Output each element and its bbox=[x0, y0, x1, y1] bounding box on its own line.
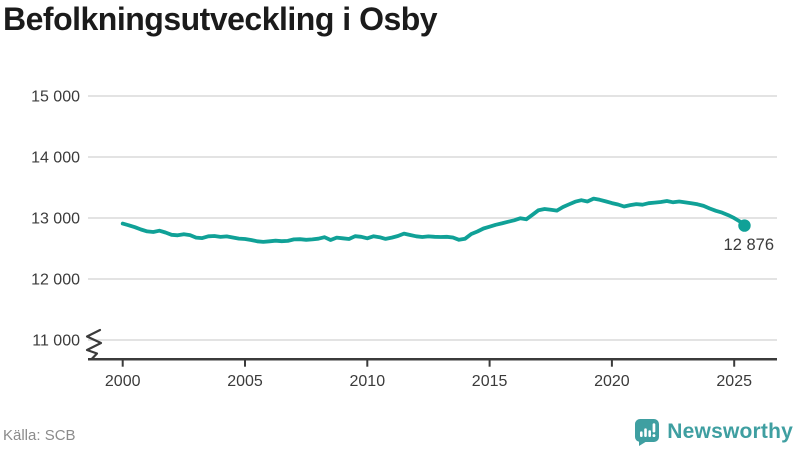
speech-bubble-shape bbox=[635, 419, 660, 446]
mini-bar-chart-glyph bbox=[640, 428, 652, 437]
gridlines bbox=[88, 95, 777, 341]
y-tick-label: 12 000 bbox=[31, 272, 80, 289]
source-label: Källa: SCB bbox=[3, 427, 76, 444]
axis-break-zigzag bbox=[85, 328, 103, 361]
newsworthy-logo: Newsworthy bbox=[634, 418, 793, 446]
chart-title: Befolkningsutveckling i Osby bbox=[3, 1, 438, 37]
x-tick-label: 2005 bbox=[227, 373, 263, 390]
exclamation-mark-glyph bbox=[652, 423, 656, 438]
x-axis-ticks bbox=[121, 360, 736, 367]
y-tick-label: 13 000 bbox=[31, 211, 80, 228]
newsworthy-bubble-chart-icon bbox=[635, 419, 660, 446]
x-tick-label: 2020 bbox=[594, 373, 630, 390]
y-tick-label: 14 000 bbox=[31, 150, 80, 167]
x-tick-label: 2025 bbox=[716, 373, 752, 390]
population-line bbox=[120, 196, 747, 244]
y-axis-labels: 15 000 14 000 13 000 12 000 11 000 bbox=[31, 89, 80, 350]
newsworthy-wordmark: Newsworthy bbox=[667, 420, 793, 443]
x-tick-label: 2010 bbox=[350, 373, 386, 390]
end-point-dot bbox=[738, 219, 751, 232]
end-value-label: 12 876 bbox=[724, 236, 774, 254]
x-tick-label: 2015 bbox=[472, 373, 508, 390]
x-axis-labels: 2000 2005 2010 2015 2020 2025 bbox=[105, 373, 752, 390]
y-tick-label: 11 000 bbox=[32, 333, 80, 350]
y-tick-label: 15 000 bbox=[31, 89, 80, 106]
x-tick-label: 2000 bbox=[105, 373, 141, 390]
